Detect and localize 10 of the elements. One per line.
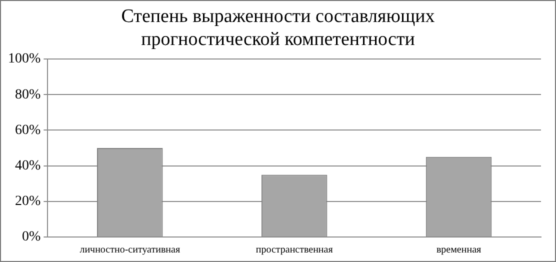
y-tick-label: 20% [14, 194, 41, 210]
y-tick-label: 100% [8, 52, 41, 67]
y-tick-label: 0% [22, 230, 41, 245]
x-tick-label: личностно-ситуативная [80, 244, 180, 256]
x-tick-label: пространственная [256, 244, 334, 256]
chart-title: Степень выраженности составляющих прогностической компетентности [120, 5, 436, 51]
y-tick-label: 60% [14, 122, 41, 138]
y-tick-label: 80% [14, 87, 41, 102]
y-tick-label: 40% [14, 158, 41, 174]
x-tick-label: временная [436, 244, 482, 256]
